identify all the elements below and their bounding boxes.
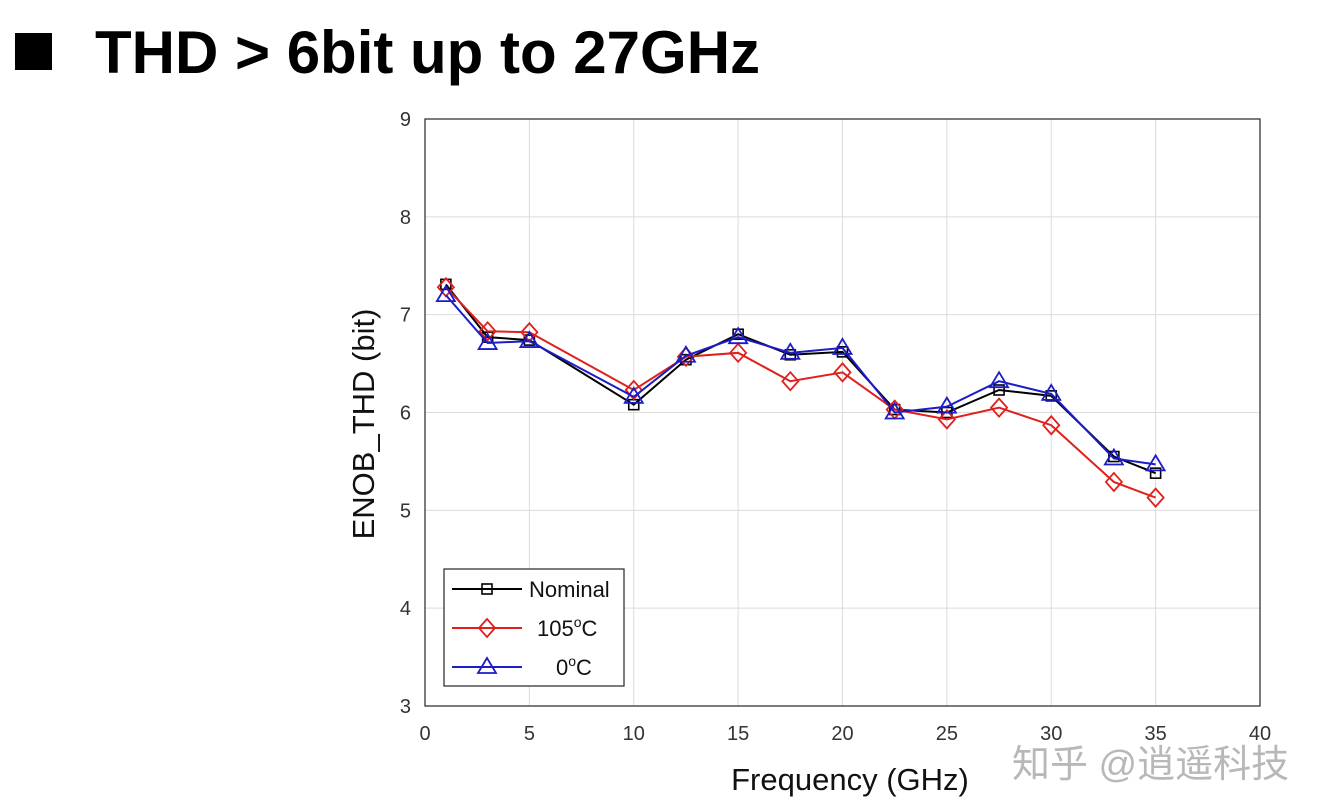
x-tick-label: 25 [936, 723, 958, 745]
data-point-triangle [727, 326, 749, 345]
x-tick-label: 35 [1145, 723, 1167, 745]
watermark: 知乎 @逍遥科技 [1012, 744, 1290, 786]
legend-entry: 0oC [452, 653, 592, 680]
data-point-square [836, 346, 849, 358]
data-point-triangle [936, 395, 958, 414]
data-point-triangle [884, 401, 906, 420]
x-tick-label: 10 [623, 723, 645, 745]
legend-entry: 105oC [452, 614, 598, 641]
data-point-triangle [779, 342, 801, 360]
y-tick-label: 5 [400, 500, 411, 522]
data-point-diamond [937, 408, 957, 430]
data-point-square [784, 348, 797, 361]
y-tick-label: 4 [400, 598, 411, 620]
data-point-diamond [833, 362, 852, 383]
x-tick-label: 20 [831, 723, 853, 745]
y-tick-label: 9 [400, 109, 411, 131]
legend: Nominal 105oC 0oC [443, 568, 625, 687]
legend-marker-triangle [476, 656, 498, 674]
y-axis-label: ENOB_THD (bit) [346, 309, 381, 540]
data-point-triangle [477, 332, 499, 350]
data-point-diamond [478, 320, 497, 342]
x-tick-label: 0 [419, 723, 430, 745]
x-axis-label: Frequency (GHz) [731, 762, 969, 797]
y-tick-label: 3 [400, 696, 411, 718]
data-point-triangle [1103, 447, 1125, 466]
legend-entry: Nominal [452, 577, 610, 602]
data-point-diamond [728, 342, 748, 364]
data-point-diamond [1146, 487, 1165, 508]
x-tick-label: 5 [524, 723, 535, 745]
data-point-triangle [623, 386, 645, 404]
data-point-triangle [675, 345, 697, 363]
series-line [445, 294, 1156, 466]
data-point-square [993, 384, 1005, 396]
y-tick-label: 7 [400, 305, 411, 327]
data-point-triangle [435, 284, 457, 303]
series-2 [435, 284, 1167, 472]
data-point-triangle [1145, 453, 1167, 472]
legend-marker-square [481, 583, 493, 595]
x-tick-label: 40 [1249, 723, 1271, 745]
data-point-square [1149, 467, 1162, 479]
legend-marker-diamond [477, 617, 497, 639]
x-tick-label: 15 [727, 723, 749, 745]
data-point-square [1045, 390, 1058, 402]
data-point-triangle [988, 370, 1010, 389]
data-point-diamond [989, 397, 1009, 418]
x-tick-label: 30 [1040, 723, 1062, 745]
y-tick-label: 6 [400, 403, 411, 425]
legend-label: Nominal [529, 577, 610, 602]
slide-title: THD > 6bit up to 27GHz [95, 19, 761, 86]
data-point-diamond [781, 370, 800, 392]
data-point-triangle [831, 337, 854, 355]
series-line [445, 286, 1156, 499]
data-point-diamond [1104, 471, 1124, 493]
title-bullet-icon [15, 33, 52, 70]
y-tick-label: 8 [400, 207, 411, 229]
legend-label: 105oC [537, 614, 598, 641]
legend-label: 0oC [556, 653, 592, 680]
data-point-diamond [1042, 414, 1061, 436]
data-point-triangle [518, 330, 540, 348]
plot-area-border [424, 118, 1261, 707]
data-point-triangle [1040, 383, 1062, 401]
data-point-diamond [624, 379, 643, 401]
